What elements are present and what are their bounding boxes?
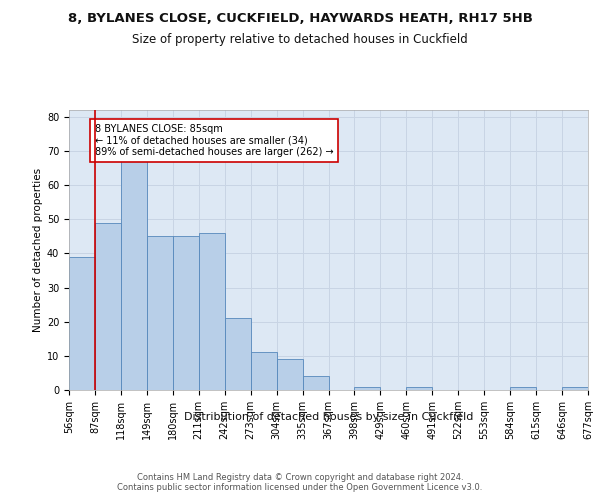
Bar [121, 161, 147, 390]
Bar [510, 386, 536, 390]
Bar [147, 236, 173, 390]
Bar [173, 236, 199, 390]
Bar [225, 318, 251, 390]
Text: Distribution of detached houses by size in Cuckfield: Distribution of detached houses by size … [184, 412, 473, 422]
Bar [406, 386, 432, 390]
Bar [355, 386, 380, 390]
Text: Contains HM Land Registry data © Crown copyright and database right 2024.
Contai: Contains HM Land Registry data © Crown c… [118, 472, 482, 492]
Bar [69, 257, 95, 390]
Y-axis label: Number of detached properties: Number of detached properties [33, 168, 43, 332]
Text: Size of property relative to detached houses in Cuckfield: Size of property relative to detached ho… [132, 32, 468, 46]
Bar [199, 233, 224, 390]
Bar [277, 360, 302, 390]
Text: 8, BYLANES CLOSE, CUCKFIELD, HAYWARDS HEATH, RH17 5HB: 8, BYLANES CLOSE, CUCKFIELD, HAYWARDS HE… [68, 12, 532, 26]
Bar [95, 222, 121, 390]
Bar [302, 376, 329, 390]
Bar [562, 386, 588, 390]
Bar [251, 352, 277, 390]
Text: 8 BYLANES CLOSE: 85sqm
← 11% of detached houses are smaller (34)
89% of semi-det: 8 BYLANES CLOSE: 85sqm ← 11% of detached… [95, 124, 334, 157]
